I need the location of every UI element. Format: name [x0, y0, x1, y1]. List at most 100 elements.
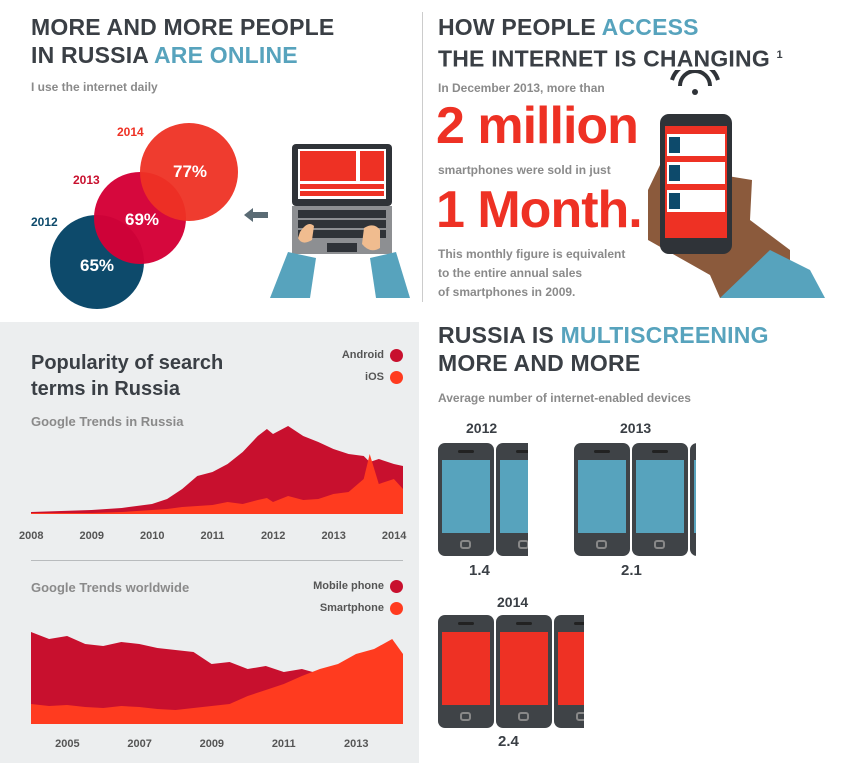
- multiscreen-subtitle: Average number of internet-enabled devic…: [438, 391, 691, 405]
- x-tick-label: 2014: [381, 530, 407, 542]
- phone-screen: [558, 632, 584, 705]
- area-series-android: [31, 426, 403, 514]
- chart1-legend: Android iOS: [300, 344, 403, 388]
- phone-screen: [500, 460, 528, 533]
- phone-hand-illustration: [648, 70, 825, 298]
- chart-russia-trends: [31, 426, 403, 514]
- online-circles: [50, 123, 238, 309]
- phones-group-2014: [438, 615, 584, 728]
- chart2-subtitle: Google Trends worldwide: [31, 580, 190, 595]
- pct-2013: 69%: [125, 210, 160, 229]
- legend-mobile-phone-label: Mobile phone: [313, 580, 384, 592]
- x-tick-label: 2010: [139, 530, 165, 542]
- chart-worldwide-trends: [31, 632, 403, 724]
- x-tick-label: 2008: [19, 530, 44, 542]
- chart-separator: [31, 560, 403, 561]
- legend-smartphone-label: Smartphone: [319, 602, 384, 614]
- phones-group-2012: [438, 443, 528, 556]
- pct-2012: 65%: [80, 256, 115, 275]
- multiscreen-title-line1: RUSSIA IS MULTISCREENING: [438, 321, 769, 349]
- search-title: Popularity of search terms in Russia: [31, 350, 223, 402]
- x-tick-label: 2013: [344, 738, 369, 750]
- x-tick-label: 2011: [200, 530, 225, 542]
- x-tick-label: 2007: [127, 738, 152, 750]
- legend-android-dot: [390, 348, 403, 362]
- phone-screen: [636, 460, 684, 533]
- chart1-xticks: 2008 2009 2010 2011 2012 2013 2014: [19, 530, 407, 546]
- legend-mobile-phone-dot: [390, 579, 403, 593]
- phone-screen: [694, 460, 696, 533]
- phone-speaker: [458, 622, 474, 625]
- chart2-xticks: 2005 2007 2009 2011 2013: [31, 738, 403, 754]
- phone-icon: [690, 443, 696, 556]
- phone-speaker: [652, 450, 668, 453]
- online-subtitle: I use the internet daily: [31, 80, 158, 94]
- phone-icon: [496, 443, 528, 556]
- top-divider: [422, 12, 423, 302]
- multiscreen-title-line1-accent: MULTISCREENING: [560, 322, 769, 348]
- x-tick-label: 2005: [55, 738, 80, 750]
- phone-home-button: [460, 540, 471, 549]
- multiscreen-title-line2: MORE AND MORE: [438, 350, 641, 376]
- access-big2: 1 Month.: [436, 181, 643, 239]
- phone-home-button: [576, 712, 584, 721]
- phones-value-2012: 1.4: [469, 562, 490, 579]
- legend-android-label: Android: [341, 349, 384, 361]
- phone-speaker: [458, 450, 474, 453]
- search-title-line1: Popularity of search: [31, 352, 224, 374]
- online-title-line2-pre: IN RUSSIA: [31, 42, 149, 68]
- year-label-2013: 2013: [73, 173, 100, 187]
- multiscreen-title: RUSSIA IS MULTISCREENING MORE AND MORE: [438, 321, 769, 377]
- access-text3-line2: to the entire annual sales: [438, 266, 583, 280]
- phone-icon: [554, 615, 584, 728]
- phones-year-2014: 2014: [497, 594, 529, 610]
- access-text3-line3: of smartphones in 2009.: [438, 285, 576, 299]
- phone-icon: [438, 615, 494, 728]
- phones-year-2013: 2013: [620, 420, 652, 436]
- phones-group-2013: [574, 443, 696, 556]
- area-series-smartphone: [31, 639, 403, 724]
- phone-screen: [442, 632, 490, 705]
- phone-home-button: [518, 540, 528, 549]
- access-big1: 2 million: [436, 97, 639, 155]
- search-title-line2: terms in Russia: [31, 378, 180, 400]
- legend-ios-dot: [390, 370, 403, 384]
- phone-icon: [632, 443, 688, 556]
- pct-2014: 77%: [173, 162, 208, 181]
- x-tick-label: 2012: [260, 530, 286, 542]
- phone-screen: [578, 460, 626, 533]
- phone-speaker: [594, 450, 610, 453]
- access-text3-line1: This monthly figure is equivalent: [438, 247, 626, 261]
- online-title-line1: MORE AND MORE PEOPLE: [31, 14, 335, 40]
- phone-icon: [438, 443, 494, 556]
- phones-value-2013: 2.1: [621, 562, 642, 579]
- access-text1: In December 2013, more than: [438, 81, 605, 95]
- phones-year-2012: 2012: [466, 420, 498, 436]
- online-title-line2: IN RUSSIA ARE ONLINE: [31, 41, 334, 69]
- online-title: MORE AND MORE PEOPLE IN RUSSIA ARE ONLIN…: [31, 13, 334, 69]
- chart1-subtitle: Google Trends in Russia: [31, 414, 184, 429]
- x-tick-label: 2009: [199, 738, 225, 750]
- legend-mobile-phone: Mobile phone: [290, 575, 403, 597]
- circle-2014: [140, 123, 238, 221]
- phone-screen: [500, 632, 548, 705]
- legend-ios: iOS: [300, 366, 403, 388]
- legend-smartphone: Smartphone: [290, 597, 403, 619]
- access-text2: smartphones were sold in just: [438, 163, 611, 177]
- access-title-line1: HOW PEOPLE ACCESS: [438, 13, 783, 41]
- phone-icon: [496, 615, 552, 728]
- phone-speaker: [516, 622, 532, 625]
- access-title-line1-accent: ACCESS: [601, 14, 699, 40]
- access-footnote: 1: [776, 49, 783, 61]
- x-tick-label: 2013: [321, 530, 346, 542]
- access-title-line2: THE INTERNET IS CHANGING 1: [438, 41, 783, 73]
- phone-screen: [442, 460, 490, 533]
- access-title-line1-pre: HOW PEOPLE: [438, 14, 596, 40]
- online-title-line2-accent: ARE ONLINE: [154, 42, 298, 68]
- phone-home-button: [654, 540, 665, 549]
- phone-icon: [574, 443, 630, 556]
- phones-value-2014: 2.4: [498, 733, 519, 750]
- phone-speaker: [516, 450, 528, 453]
- legend-ios-label: iOS: [365, 371, 384, 383]
- access-text3: This monthly figure is equivalent to the…: [438, 245, 625, 302]
